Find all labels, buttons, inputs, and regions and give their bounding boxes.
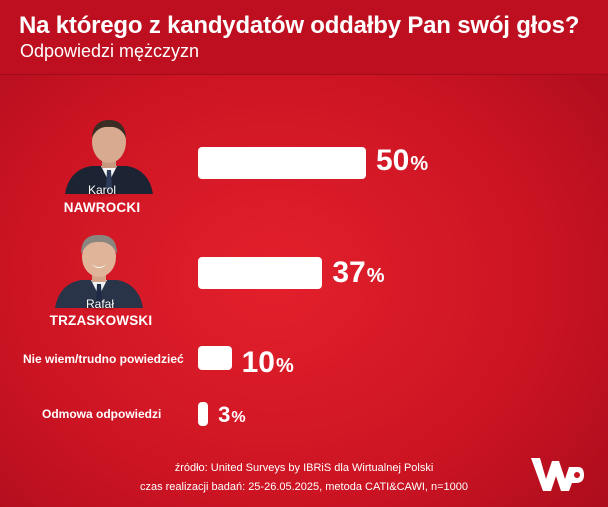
data-label-unit: % — [231, 409, 246, 426]
data-label-unit: % — [275, 355, 294, 377]
data-label-unit: % — [366, 265, 385, 287]
candidate-last-name: TRZASKOWSKI — [49, 313, 153, 328]
candidate-photo-nawrocki — [61, 112, 157, 194]
answer-label: Nie wiem/trudno powiedzieć — [23, 352, 184, 366]
candidate-first-name: Karol — [87, 183, 116, 197]
bar-dont-know — [198, 346, 232, 370]
data-label: 10% — [242, 346, 294, 380]
source-note: źródło: United Surveys by IBRiS dla Wirt… — [174, 462, 434, 474]
data-label-value: 3 — [218, 402, 231, 427]
wp-logo — [528, 455, 584, 495]
bar-refusal — [198, 402, 209, 426]
header: Na którego z kandydatów oddałby Pan swój… — [0, 0, 608, 75]
page-subtitle: Odpowiedzi mężczyzn — [20, 41, 200, 61]
bar-trzaskowski — [198, 257, 323, 289]
candidate-last-name: NAWROCKI — [63, 200, 141, 215]
data-label: 3% — [218, 402, 245, 428]
data-label-value: 37 — [332, 256, 366, 289]
data-label-unit: % — [410, 153, 429, 175]
data-label-value: 10 — [241, 346, 275, 379]
page-title: Na którego z kandydatów oddałby Pan swój… — [19, 12, 580, 39]
method-note: czas realizacji badań: 25-26.05.2025, me… — [139, 481, 469, 493]
candidate-first-name: Rafał — [85, 297, 114, 311]
answer-label: Odmowa odpowiedzi — [42, 407, 162, 421]
bar-nawrocki — [198, 147, 366, 179]
data-label: 37% — [332, 256, 384, 290]
data-label-value: 50 — [376, 144, 410, 177]
data-label: 50% — [376, 144, 428, 178]
candidate-photo-trzaskowski — [51, 226, 147, 308]
